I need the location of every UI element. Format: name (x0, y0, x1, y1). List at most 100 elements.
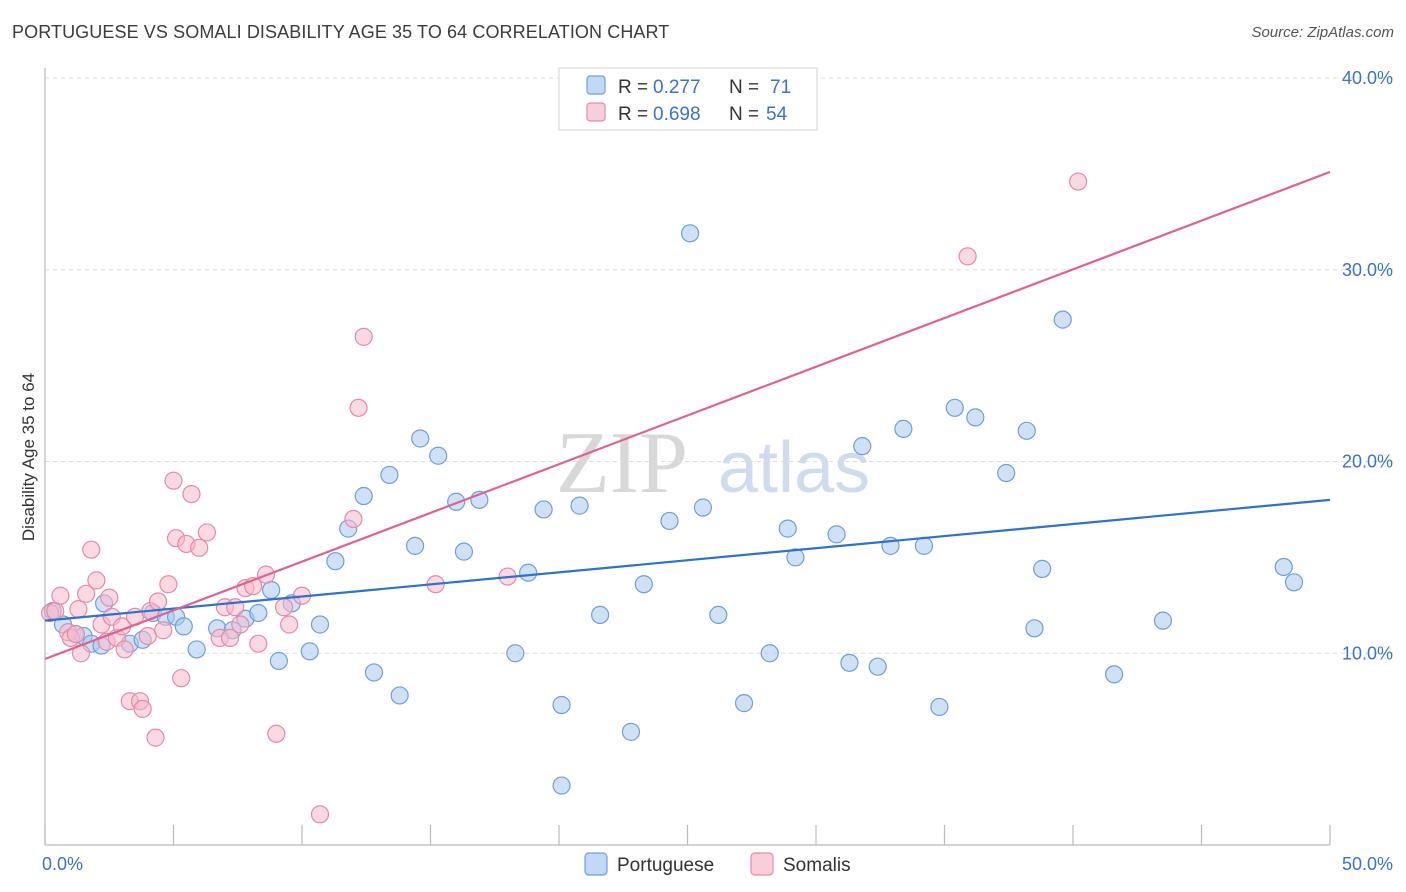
somalis-point (69, 600, 88, 619)
portuguese-point (786, 548, 805, 567)
portuguese-point (868, 657, 887, 676)
portuguese-point (269, 651, 288, 671)
tick-labels: 10.0% 20.0% 30.0% 40.0% 0.0% 50.0% (42, 68, 1393, 874)
portuguese-point (1033, 559, 1052, 578)
legend-n-value-somalis: 54 (766, 104, 788, 125)
somalis-point (220, 628, 240, 648)
watermark-zip: ZIP (556, 415, 688, 512)
portuguese-point (534, 500, 553, 519)
portuguese-point (680, 224, 700, 243)
portuguese-point (634, 575, 653, 594)
somalis-point (164, 471, 183, 490)
bottom-legend-swatch-portuguese (584, 852, 608, 876)
somalis-point (87, 571, 106, 590)
legend-r-label-somalis: R = (618, 104, 648, 125)
portuguese-point (262, 580, 281, 600)
portuguese-point (1053, 310, 1072, 329)
legend-r-value-portuguese: 0.277 (653, 77, 701, 98)
somalis-point (958, 247, 977, 266)
somalis-point (82, 540, 101, 559)
legend-n-label-portuguese: N = (729, 77, 759, 98)
portuguese-point (326, 552, 345, 571)
portuguese-point (945, 398, 964, 417)
portuguese-point (914, 536, 934, 555)
x-tick-label: 50.0% (1342, 854, 1393, 874)
somalis-point (190, 538, 209, 557)
somalis-point (349, 398, 368, 417)
portuguese-point (778, 519, 797, 538)
somalis-point (267, 724, 286, 743)
somalis-point (66, 624, 85, 644)
portuguese-point (760, 644, 779, 663)
somalis-point (115, 640, 134, 659)
portuguese-point (693, 498, 713, 517)
somalis-point (100, 588, 119, 607)
legend-n-label-somalis: N = (729, 104, 759, 125)
y-tick-label: 40.0% (1342, 68, 1393, 88)
somalis-point (133, 699, 152, 718)
portuguese-point (380, 465, 399, 485)
bottom-legend-swatch-somalis (750, 852, 774, 876)
y-tick-label: 30.0% (1342, 260, 1393, 280)
somalis-point (231, 615, 250, 634)
watermark: ZIP atlas (556, 415, 870, 512)
somalis-point (77, 584, 96, 603)
somalis-point (51, 586, 70, 605)
axes (44, 68, 1331, 846)
portuguese-point (454, 542, 474, 561)
portuguese-point (364, 663, 384, 682)
somalis-point (159, 575, 178, 594)
portuguese-point (429, 446, 448, 465)
portuguese-point (709, 605, 728, 625)
portuguese-point (1105, 665, 1124, 684)
legend-r-label-portuguese: R = (618, 77, 648, 98)
portuguese-point (966, 408, 985, 427)
somalis-point (154, 621, 173, 640)
y-axis-label: Disability Age 35 to 64 (19, 373, 38, 541)
portuguese-point (1153, 611, 1173, 630)
portuguese-point (570, 496, 589, 515)
portuguese-point (411, 429, 430, 448)
portuguese-point (354, 486, 373, 506)
somalis-point (344, 509, 363, 529)
somalis-point (280, 615, 299, 634)
portuguese-point (930, 697, 949, 717)
chart-title: PORTUGUESE VS SOMALI DISABILITY AGE 35 T… (12, 22, 670, 42)
source-credit: Source: ZipAtlas.com (1251, 24, 1394, 41)
somalis-point (197, 523, 217, 542)
bottom-legend-label-somalis: Somalis (783, 855, 851, 876)
legend-swatch-somalis (586, 102, 606, 122)
portuguese-point (447, 492, 466, 511)
portuguese-point (1274, 557, 1293, 577)
series-somalis-points (41, 172, 1088, 824)
portuguese-point (621, 722, 641, 741)
portuguese-point (552, 695, 571, 715)
trendline-somalis (44, 170, 1331, 661)
somalis-point (274, 598, 294, 617)
somalis-point (146, 728, 165, 747)
portuguese-point (187, 640, 206, 659)
trendline-portuguese (44, 498, 1331, 622)
y-tick-label: 20.0% (1342, 452, 1393, 472)
y-tick-label: 10.0% (1342, 643, 1393, 663)
somalis-point (1069, 172, 1088, 191)
portuguese-point (249, 603, 268, 623)
portuguese-point (1284, 573, 1304, 592)
stats-legend: R = 0.277 N = 71 R = 0.698 N = 54 (558, 67, 818, 131)
portuguese-point (390, 686, 409, 705)
somalis-point (46, 601, 65, 621)
legend-n-value-portuguese: 71 (770, 77, 791, 98)
gridlines (45, 77, 1393, 654)
portuguese-point (591, 605, 610, 625)
portuguese-point (997, 463, 1016, 483)
portuguese-point (174, 617, 193, 636)
legend-swatch-portuguese (586, 75, 606, 95)
portuguese-point (405, 536, 425, 555)
somalis-point (138, 626, 157, 646)
portuguese-point (894, 419, 913, 439)
portuguese-point (552, 776, 571, 795)
portuguese-point (840, 653, 859, 672)
portuguese-point (310, 615, 330, 634)
series-legend: Portuguese Somalis (584, 852, 851, 876)
